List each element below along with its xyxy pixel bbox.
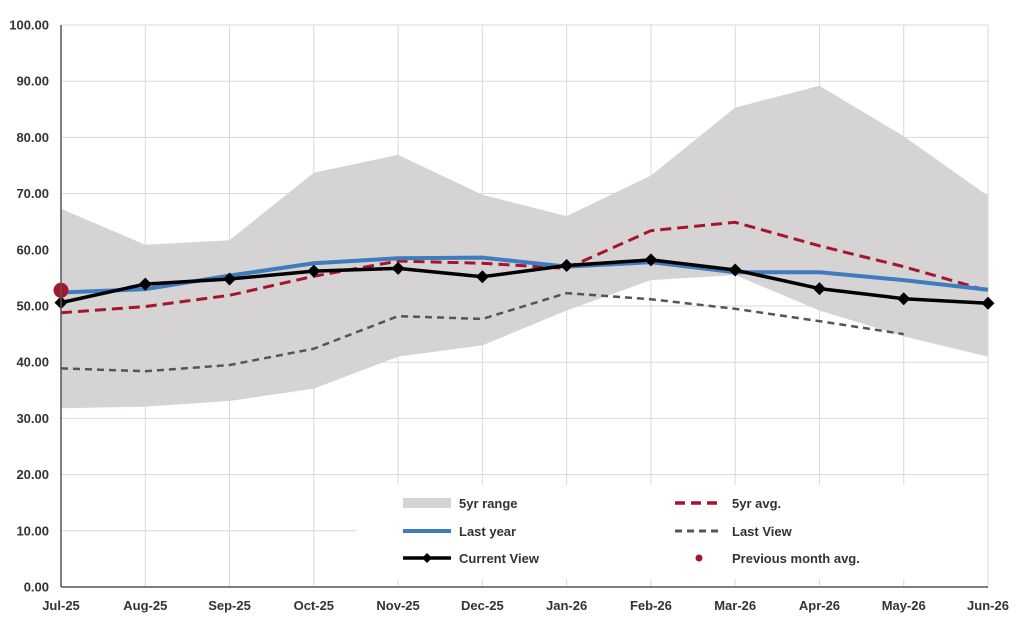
legend-marker-current-view bbox=[422, 553, 432, 563]
current-view-point bbox=[475, 270, 489, 284]
current-view-point bbox=[307, 264, 321, 278]
range-band-area bbox=[61, 85, 988, 409]
current-view-point bbox=[138, 277, 152, 291]
x-tick-label: Mar-26 bbox=[714, 598, 756, 613]
x-tick-label: Nov-25 bbox=[376, 598, 419, 613]
x-tick-label: May-26 bbox=[882, 598, 926, 613]
x-tick-label: Jun-26 bbox=[967, 598, 1009, 613]
x-tick-label: Aug-25 bbox=[123, 598, 167, 613]
legend-label-previous-month: Previous month avg. bbox=[732, 551, 860, 566]
series-lines bbox=[53, 220, 995, 373]
y-tick-label: 80.00 bbox=[16, 130, 49, 145]
current-view-point bbox=[897, 292, 911, 306]
legend-label-current-view: Current View bbox=[459, 551, 540, 566]
current-view-point bbox=[391, 261, 405, 275]
x-tick-label: Apr-26 bbox=[799, 598, 840, 613]
y-tick-label: 20.00 bbox=[16, 467, 49, 482]
legend-swatch-previous-month bbox=[695, 554, 703, 562]
y-tick-label: 10.00 bbox=[16, 523, 49, 538]
legend-label-5yr-avg: 5yr avg. bbox=[732, 496, 781, 511]
y-tick-label: 0.00 bbox=[24, 580, 49, 595]
legend-swatch-range bbox=[403, 498, 451, 508]
y-tick-label: 50.00 bbox=[16, 299, 49, 314]
y-tick-label: 90.00 bbox=[16, 74, 49, 89]
x-tick-label: Sep-25 bbox=[208, 598, 251, 613]
current-view-point bbox=[981, 296, 995, 310]
x-tick-label: Feb-26 bbox=[630, 598, 672, 613]
x-tick-label: Jul-25 bbox=[42, 598, 80, 613]
series-line-last-year bbox=[60, 255, 989, 295]
y-tick-label: 100.00 bbox=[9, 18, 49, 33]
y-tick-label: 40.00 bbox=[16, 355, 49, 370]
current-view-point bbox=[223, 272, 237, 286]
current-view-point bbox=[644, 253, 658, 267]
legend: 5yr range 5yr avg. Last year Last View C… bbox=[357, 485, 987, 579]
legend-box bbox=[357, 485, 987, 579]
legend-label-range: 5yr range bbox=[459, 496, 518, 511]
x-tick-label: Dec-25 bbox=[461, 598, 504, 613]
current-view-point bbox=[560, 259, 574, 273]
x-tick-label: Oct-25 bbox=[294, 598, 334, 613]
five-year-range-band bbox=[61, 85, 988, 409]
series-line-current-view bbox=[60, 258, 989, 305]
series-line-5yr-avg bbox=[60, 220, 989, 315]
legend-label-last-view: Last View bbox=[732, 524, 793, 539]
current-view-point bbox=[728, 263, 742, 277]
y-tick-label: 30.00 bbox=[16, 411, 49, 426]
y-tick-label: 70.00 bbox=[16, 186, 49, 201]
x-tick-label: Jan-26 bbox=[546, 598, 587, 613]
legend-label-last-year: Last year bbox=[459, 524, 516, 539]
y-tick-label: 60.00 bbox=[16, 242, 49, 257]
axes: 0.00 10.00 20.00 30.00 40.00 50.00 60.00 70.00 8… bbox=[9, 18, 1009, 614]
current-view-point bbox=[812, 282, 826, 296]
